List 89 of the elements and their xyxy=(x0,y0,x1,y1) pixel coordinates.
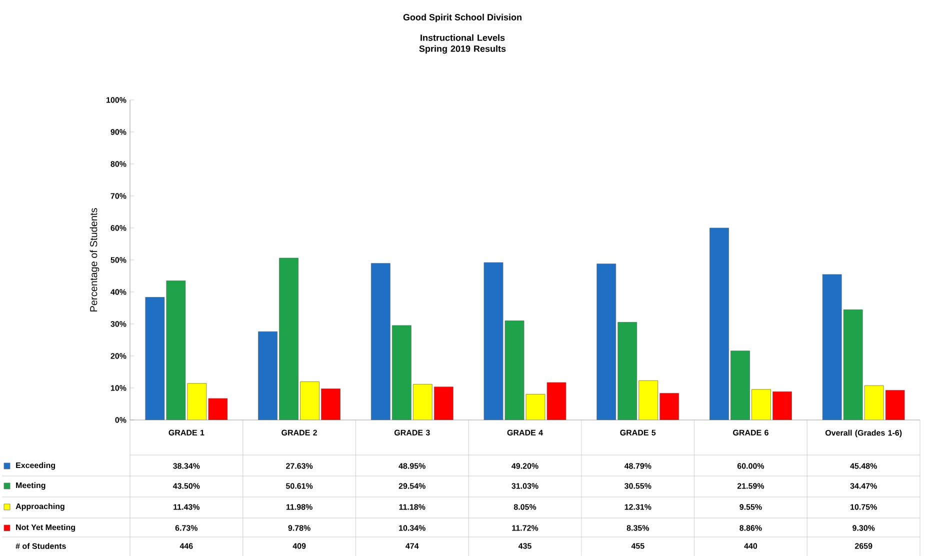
data-label: 31.03% xyxy=(512,483,538,489)
data-label: 50.61% xyxy=(286,483,313,489)
x-tick-label: GRADE 1 xyxy=(168,430,204,436)
data-label: 43.50% xyxy=(172,483,200,489)
bar xyxy=(145,297,165,420)
data-label: 45.48% xyxy=(850,463,877,469)
data-label: 6.73% xyxy=(175,525,198,531)
legend-label: Meeting xyxy=(16,482,46,490)
x-tick-label: GRADE 6 xyxy=(733,430,768,436)
bar xyxy=(730,350,750,420)
bar xyxy=(885,390,905,420)
bar xyxy=(752,389,771,420)
text: 409 xyxy=(292,543,306,549)
data-label: 38.34% xyxy=(173,463,200,469)
bar xyxy=(822,274,842,420)
bar xyxy=(864,385,884,420)
text: # of Students xyxy=(16,543,66,549)
data-label: 10.34% xyxy=(399,525,426,531)
text: 455 xyxy=(631,543,644,549)
y-tick-label: 60% xyxy=(110,225,126,231)
bar xyxy=(526,394,546,420)
y-tick-label: 0% xyxy=(115,417,126,423)
data-label: 11.98% xyxy=(286,504,312,510)
text: 446 xyxy=(180,543,193,549)
bar xyxy=(596,264,616,420)
bar xyxy=(208,398,228,420)
data-label: 49.20% xyxy=(512,463,538,469)
bar xyxy=(772,391,792,420)
data-label: 29.54% xyxy=(398,483,426,489)
bar xyxy=(434,386,454,420)
y-tick-label: 80% xyxy=(110,161,126,167)
y-tick-label: 40% xyxy=(110,289,126,295)
y-axis-title: Percentage of Students xyxy=(90,208,100,312)
data-label: 9.55% xyxy=(740,504,762,510)
chart-subtitle: Instructional Levels Spring 2019 Results xyxy=(419,34,506,54)
y-tick-label: 30% xyxy=(110,321,126,327)
legend-label: Approaching xyxy=(16,503,64,511)
data-label: 8.35% xyxy=(626,525,650,531)
bar xyxy=(618,322,638,420)
x-tick-label: GRADE 2 xyxy=(282,430,317,436)
text: 474 xyxy=(406,543,419,549)
y-tick-label: 90% xyxy=(110,129,126,135)
bar xyxy=(321,388,340,420)
text: 440 xyxy=(744,543,758,549)
y-tick-label: 50% xyxy=(110,257,126,263)
data-label: 11.18% xyxy=(399,504,426,510)
data-label: 11.72% xyxy=(512,525,538,531)
bar xyxy=(546,382,566,420)
y-tick-label: 20% xyxy=(110,353,126,359)
chart-title: Good Spirit School Division xyxy=(403,14,522,22)
data-label: 12.31% xyxy=(624,504,652,510)
text: 435 xyxy=(518,543,532,549)
bar xyxy=(412,384,432,420)
data-label: 10.75% xyxy=(850,504,877,510)
data-label: 48.79% xyxy=(624,463,652,469)
bar xyxy=(392,325,412,420)
bar xyxy=(660,393,680,420)
x-tick-label: Overall (Grades 1-6) xyxy=(825,430,902,438)
bar xyxy=(300,381,320,420)
x-tick-label: GRADE 4 xyxy=(507,430,543,436)
bar xyxy=(843,309,863,420)
data-label: 27.63% xyxy=(286,463,313,469)
bar xyxy=(638,380,658,420)
x-tick-label: GRADE 5 xyxy=(620,430,656,436)
bar xyxy=(504,320,524,420)
y-tick-label: 10% xyxy=(110,385,126,391)
y-tick-label: 100% xyxy=(106,97,126,103)
data-label: 11.43% xyxy=(174,504,200,510)
data-label: 9.78% xyxy=(288,525,310,531)
data-label: 60.00% xyxy=(737,463,764,469)
data-label: 9.30% xyxy=(852,525,875,531)
bar xyxy=(710,228,729,420)
data-label: 21.59% xyxy=(737,483,764,489)
y-tick-label: 70% xyxy=(110,193,126,199)
x-tick-label: GRADE 3 xyxy=(394,430,430,436)
bar xyxy=(279,258,298,420)
bar xyxy=(484,262,504,420)
data-label: 30.55% xyxy=(624,483,652,489)
data-label: 8.86% xyxy=(740,525,762,531)
data-label: 8.05% xyxy=(514,504,536,510)
data-label: 48.95% xyxy=(398,463,426,469)
legend-label: Not Yet Meeting xyxy=(16,524,75,532)
legend-label: Exceeding xyxy=(16,462,56,470)
bar xyxy=(166,280,186,420)
bar xyxy=(187,383,207,420)
bar xyxy=(370,263,390,420)
data-label: 34.47% xyxy=(850,483,877,489)
text: 2659 xyxy=(854,543,872,549)
bar xyxy=(258,331,278,420)
